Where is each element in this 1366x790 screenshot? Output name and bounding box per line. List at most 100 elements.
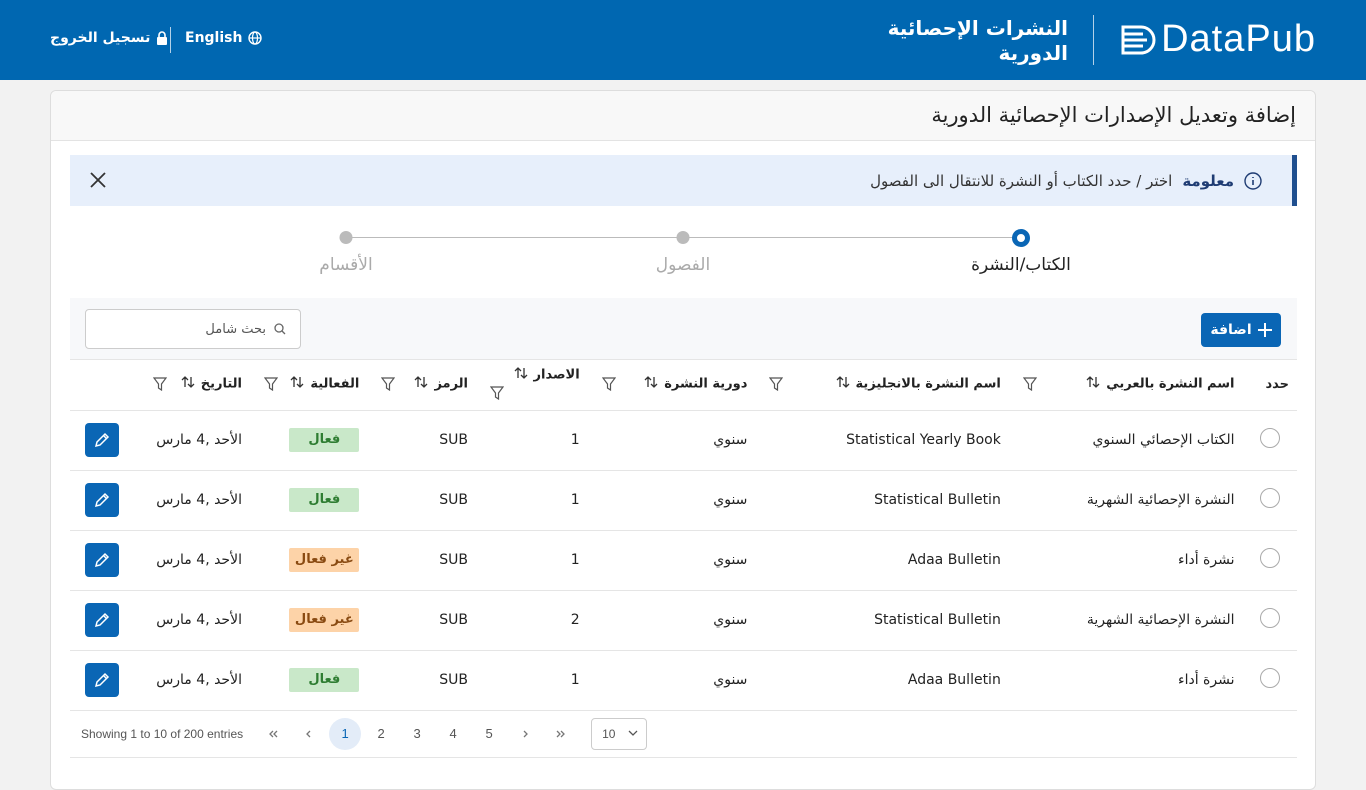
filter-icon[interactable] <box>489 386 505 404</box>
edit-icon <box>94 432 110 448</box>
info-label: معلومة <box>1182 171 1234 190</box>
first-page[interactable] <box>257 718 289 750</box>
cell: Adaa Bulletin <box>755 530 1009 591</box>
cell: SUB <box>367 470 477 531</box>
cell: 1 <box>476 410 588 471</box>
step-label: الكتاب/النشرة <box>971 255 1071 275</box>
page-button[interactable]: 4 <box>449 726 457 741</box>
filter-icon[interactable] <box>601 377 616 395</box>
edit-button[interactable] <box>85 543 119 577</box>
search-box[interactable]: بحث شامل <box>85 309 301 349</box>
page-button[interactable]: 5 <box>485 726 493 741</box>
next-page[interactable] <box>509 718 541 750</box>
page-size-select[interactable]: 10 <box>591 717 648 750</box>
cell: نشرة أداء <box>1008 650 1243 711</box>
edit-button[interactable] <box>85 663 119 697</box>
cell <box>70 650 139 711</box>
data-table: حدد اسم النشرة بالعربي اسم النشرة بالانجلي… <box>70 360 1297 711</box>
add-button[interactable]: اضافة <box>1201 313 1281 347</box>
edit-icon <box>94 492 110 508</box>
select-radio[interactable] <box>1259 488 1280 508</box>
select-radio[interactable] <box>1259 428 1280 448</box>
table-row: نشرة أداء Adaa Bulletin سنوي 1 SUB غير فعال ال… <box>70 530 1297 591</box>
table-row: النشرة الإحصائية الشهرية Statistical Bull… <box>70 470 1297 531</box>
search-placeholder: بحث شامل <box>205 321 266 337</box>
sort-icon[interactable] <box>836 375 850 393</box>
filter-icon[interactable] <box>769 377 784 395</box>
filter-icon[interactable] <box>1022 377 1038 395</box>
cell: نشرة أداء <box>1008 530 1243 591</box>
select-radio[interactable] <box>1259 608 1280 628</box>
sort-icon-svg <box>514 366 527 379</box>
cell: فعال <box>249 650 368 711</box>
cell-text: SUB <box>439 432 469 448</box>
select-radio[interactable] <box>1259 548 1280 568</box>
sort-icon-svg <box>414 375 428 388</box>
cell-text: SUB <box>439 492 469 508</box>
sort-icon[interactable] <box>514 366 528 384</box>
sort-icon[interactable] <box>1086 375 1100 393</box>
cell: Statistical Yearly Book <box>755 410 1009 471</box>
filter-icon[interactable] <box>152 377 168 395</box>
sort-icon[interactable] <box>290 375 304 393</box>
filter-icon[interactable] <box>263 377 279 395</box>
column-header: الاصدار <box>476 360 588 411</box>
status-badge: فعال <box>289 428 360 452</box>
arrow-icon <box>523 730 529 737</box>
page-title: إضافة وتعديل الإصدارات الإحصائية الدورية <box>51 91 1315 141</box>
title-line: الدورية <box>998 41 1068 65</box>
header-row: حدد اسم النشرة بالعربي اسم النشرة بالانجلي… <box>70 360 1297 411</box>
pagination: Showing 1 to 10 of 200 entries 1 2 3 4 5 10 <box>70 710 1297 758</box>
page-button[interactable]: 3 <box>413 726 421 741</box>
sort-icon[interactable] <box>644 375 658 393</box>
cell: 1 <box>476 470 588 531</box>
language-switch[interactable]: English <box>185 30 263 46</box>
logout[interactable]: تسجيل الخروج <box>50 30 168 46</box>
column-header: اسم النشرة بالعربي <box>1008 360 1243 411</box>
cell <box>1242 650 1297 711</box>
page-button[interactable]: 2 <box>377 726 385 741</box>
edit-button[interactable] <box>85 423 119 457</box>
close-button[interactable] <box>88 170 108 190</box>
sort-icon[interactable] <box>181 375 195 393</box>
table-row: النشرة الإحصائية الشهرية Statistical Bull… <box>70 590 1297 651</box>
content-card: إضافة وتعديل الإصدارات الإحصائية الدورية… <box>50 90 1316 790</box>
filter-icon[interactable] <box>381 377 396 395</box>
cell-text: 1 <box>570 492 580 508</box>
page-button[interactable]: 1 <box>329 717 362 750</box>
sort-icon-svg <box>1086 375 1100 388</box>
cell-text: الأحد ,4 مارس <box>156 432 242 448</box>
edit-button[interactable] <box>85 603 119 637</box>
step-dot[interactable] <box>339 231 353 244</box>
cell-text: الأحد ,4 مارس <box>156 672 242 688</box>
column-header <box>70 360 139 411</box>
step-label: الفصول <box>655 255 711 275</box>
step-dot[interactable] <box>676 231 690 244</box>
filter-icon-svg <box>152 377 168 391</box>
column-header: التاريخ <box>138 360 250 411</box>
cell <box>1242 590 1297 651</box>
column-label: الرمز <box>434 376 469 392</box>
brand[interactable]: DataPub <box>1119 18 1316 61</box>
plus-icon <box>1257 323 1272 337</box>
cell-text: الكتاب الإحصائي السنوي <box>1092 432 1235 448</box>
cell: سنوي <box>587 530 756 591</box>
cell: Adaa Bulletin <box>755 650 1009 711</box>
cell-text: سنوي <box>713 672 748 688</box>
sort-icon[interactable] <box>414 375 428 393</box>
cell-text: سنوي <box>713 492 748 508</box>
edit-button[interactable] <box>85 483 119 517</box>
cell: غير فعال <box>249 590 368 651</box>
cell: الأحد ,4 مارس <box>138 530 250 591</box>
last-page[interactable] <box>545 718 577 750</box>
prev-page[interactable] <box>293 718 325 750</box>
cell-text: 1 <box>570 552 580 568</box>
column-label: الاصدار <box>533 367 580 383</box>
step-dot[interactable] <box>1012 229 1030 247</box>
chevron <box>628 727 638 741</box>
select-radio[interactable] <box>1259 668 1280 688</box>
info-message: اختر / حدد الكتاب أو النشرة للانتقال الى… <box>870 171 1173 190</box>
globe-icon <box>248 31 263 45</box>
search-icon <box>274 323 286 335</box>
cell-text: 1 <box>570 672 580 688</box>
